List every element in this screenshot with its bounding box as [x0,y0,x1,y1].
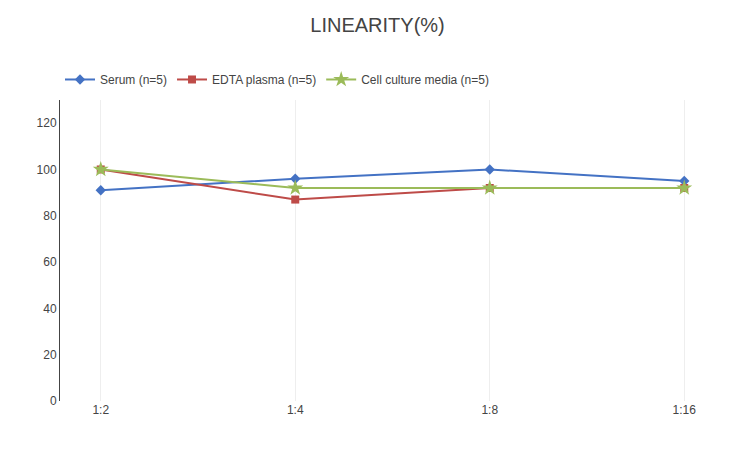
svg-text:1:2: 1:2 [92,403,109,417]
svg-text:100: 100 [37,163,57,177]
svg-text:1:4: 1:4 [287,403,304,417]
svg-text:0: 0 [50,394,57,408]
svg-text:120: 120 [37,116,57,130]
svg-text:40: 40 [43,302,57,316]
svg-text:1:8: 1:8 [481,403,498,417]
svg-text:Cell culture media (n=5): Cell culture media (n=5) [361,73,489,87]
svg-text:EDTA plasma (n=5): EDTA plasma (n=5) [212,73,316,87]
svg-text:Serum (n=5): Serum (n=5) [100,73,167,87]
svg-text:80: 80 [43,209,57,223]
svg-text:60: 60 [43,255,57,269]
svg-text:1:16: 1:16 [673,403,697,417]
svg-text:LINEARITY(%): LINEARITY(%) [310,14,444,36]
svg-text:20: 20 [43,348,57,362]
